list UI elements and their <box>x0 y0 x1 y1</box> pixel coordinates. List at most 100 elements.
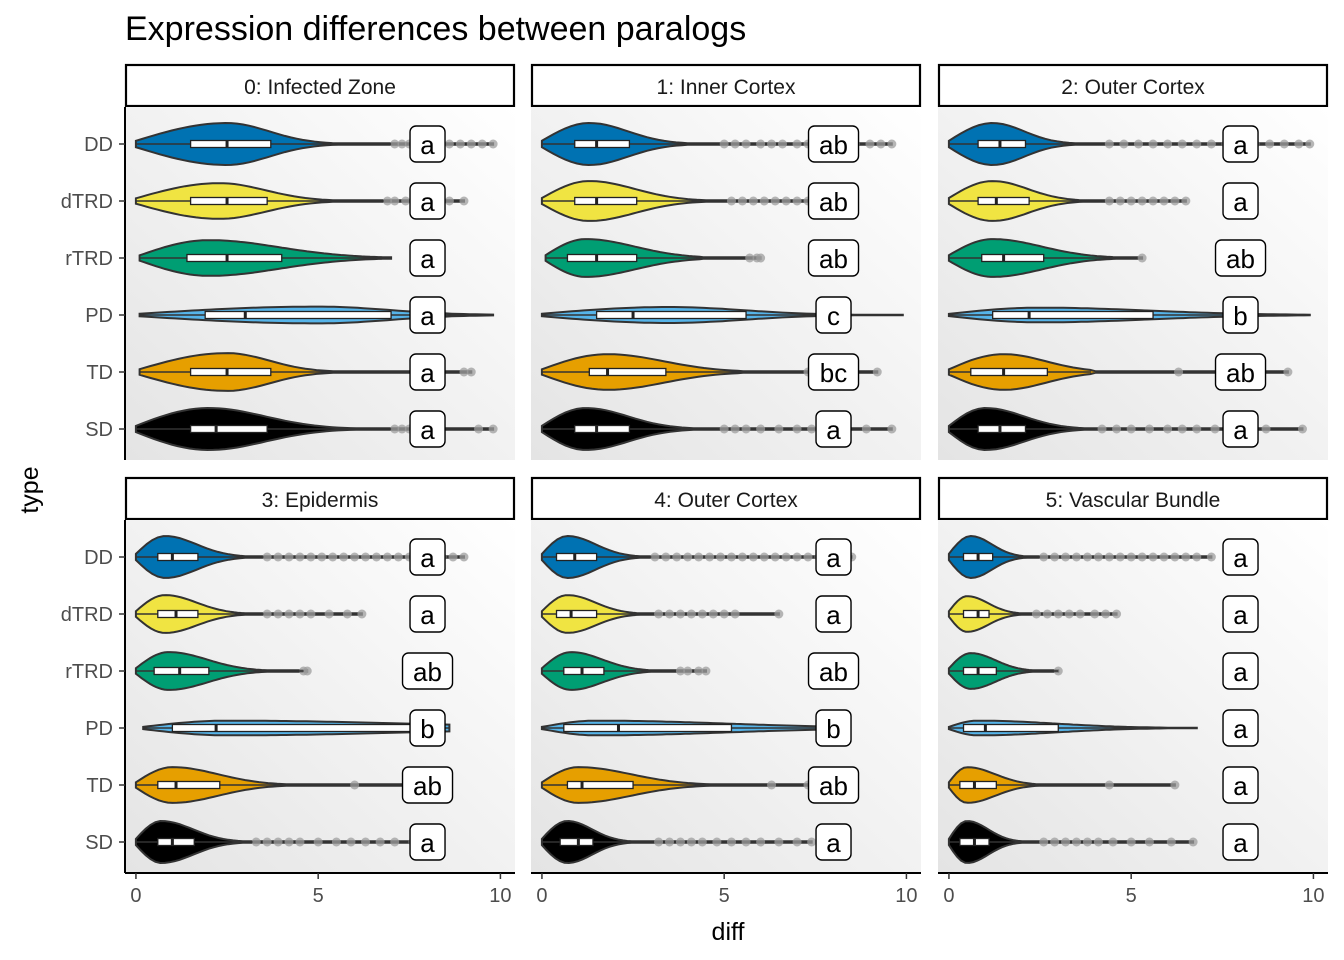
outlier-point <box>1104 139 1114 149</box>
cld-label: a <box>1233 415 1248 445</box>
cld-label-box <box>409 595 446 633</box>
cld-label: a <box>420 358 435 388</box>
outlier-point <box>1148 196 1158 206</box>
outlier-point <box>1177 424 1187 434</box>
cld-label: ab <box>413 771 442 801</box>
outlier-point <box>737 196 747 206</box>
cld-label: a <box>420 600 435 630</box>
outlier-point <box>726 196 736 206</box>
outlier-point <box>876 139 886 149</box>
box-iqr <box>574 424 631 434</box>
outlier-point <box>317 552 327 562</box>
cld-label-box <box>409 823 446 861</box>
box-iqr <box>962 723 1059 733</box>
box-iqr <box>189 196 268 206</box>
outlier-point <box>448 552 458 562</box>
outlier-point <box>1039 837 1049 847</box>
x-tick-label: 0 <box>536 885 547 907</box>
outlier-point <box>444 196 454 206</box>
outlier-point <box>665 837 675 847</box>
outlier-point <box>1112 609 1122 619</box>
cld-label: ab <box>1226 358 1255 388</box>
cld-label: ab <box>819 244 848 274</box>
outlier-point <box>1042 609 1052 619</box>
outlier-point <box>1126 837 1136 847</box>
outlier-point <box>361 552 371 562</box>
cld-label: a <box>1233 187 1248 217</box>
outlier-point <box>1050 552 1060 562</box>
chart-title: Expression differences between paralogs <box>125 10 746 48</box>
outlier-point <box>284 609 294 619</box>
cld-label: b <box>1233 301 1247 331</box>
box-iqr <box>555 552 598 562</box>
box-iqr <box>977 139 1027 149</box>
facet-strip-label: 1: Inner Cortex <box>657 76 796 99</box>
cld-label-box <box>1222 652 1259 690</box>
outlier-point <box>1305 139 1315 149</box>
outlier-point <box>342 609 352 619</box>
outlier-point <box>872 367 882 377</box>
y-tick-label: TD <box>86 775 113 797</box>
outlier-point <box>726 552 736 562</box>
outlier-point <box>1126 196 1136 206</box>
x-tick-label: 10 <box>489 885 511 907</box>
outlier-point <box>701 666 711 676</box>
y-tick-label: PD <box>85 305 113 327</box>
outlier-point <box>683 666 693 676</box>
x-tick-label: 0 <box>943 885 954 907</box>
facet-panel: 0: Infected Zone DD a dTRD a rTRD a PD a TD a SD a <box>61 63 516 460</box>
outlier-point <box>1039 552 1049 562</box>
cld-label: a <box>826 543 841 573</box>
outlier-point <box>1031 609 1041 619</box>
outlier-point <box>375 837 385 847</box>
cld-label: a <box>420 543 435 573</box>
facet-strip-label: 0: Infected Zone <box>244 76 396 99</box>
outlier-point <box>716 552 726 562</box>
cld-label-box <box>815 709 852 747</box>
outlier-point <box>1159 552 1169 562</box>
outlier-point <box>1119 139 1129 149</box>
outlier-point <box>1082 837 1092 847</box>
outlier-point <box>1144 424 1154 434</box>
box-iqr <box>977 196 1030 206</box>
outlier-point <box>770 552 780 562</box>
cld-label: a <box>1233 600 1248 630</box>
box-iqr <box>157 609 199 619</box>
outlier-point <box>807 837 817 847</box>
outlier-point <box>1163 424 1173 434</box>
facet-strip <box>124 476 516 521</box>
outlier-point <box>1192 139 1202 149</box>
y-axis-title: type <box>16 466 44 513</box>
cld-label-box <box>1222 125 1259 163</box>
cld-label: a <box>826 600 841 630</box>
y-tick-label: PD <box>85 718 113 740</box>
y-tick-label: TD <box>86 362 113 384</box>
outlier-point <box>1170 196 1180 206</box>
outlier-point <box>1261 424 1271 434</box>
outlier-point <box>1137 196 1147 206</box>
outlier-point <box>273 837 283 847</box>
cld-label-box <box>1214 239 1267 277</box>
y-tick-label: dTRD <box>61 604 113 626</box>
y-tick-label: SD <box>85 832 113 854</box>
outlier-point <box>1159 196 1169 206</box>
outlier-point <box>1104 552 1114 562</box>
outlier-point <box>295 609 305 619</box>
box-iqr <box>189 424 268 434</box>
outlier-point <box>741 837 751 847</box>
box-iqr <box>157 552 199 562</box>
outlier-point <box>792 552 802 562</box>
cld-label-box <box>409 239 446 277</box>
cld-label: a <box>420 187 435 217</box>
x-tick-label: 5 <box>313 885 324 907</box>
y-tick-label: rTRD <box>65 248 113 270</box>
cld-label-box <box>401 766 454 804</box>
cld-label-box <box>807 125 860 163</box>
cld-label: a <box>1233 828 1248 858</box>
outlier-point <box>488 139 498 149</box>
outlier-point <box>306 552 316 562</box>
outlier-point <box>1126 424 1136 434</box>
outlier-point <box>1104 780 1114 790</box>
outlier-point <box>675 837 685 847</box>
